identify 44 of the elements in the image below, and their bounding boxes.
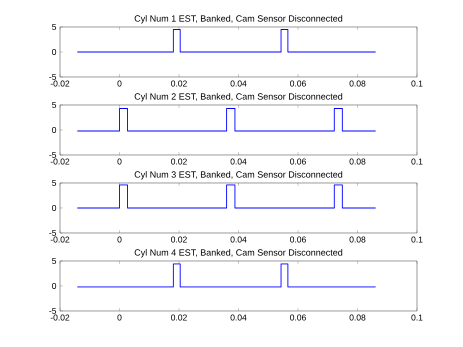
chart-title: Cyl Num 2 EST, Banked, Cam Sensor Disconnected xyxy=(134,93,342,102)
chart-title: Cyl Num 1 EST, Banked, Cam Sensor Disconnected xyxy=(134,15,342,24)
x-tick-label: 0 xyxy=(117,236,122,243)
x-tick-label: 0.08 xyxy=(350,314,366,321)
x-tick-label: -0.02 xyxy=(50,236,70,243)
y-tick-label: 0 xyxy=(52,282,56,289)
x-tick-label: 0.02 xyxy=(171,158,187,165)
y-tick-label: 0 xyxy=(52,126,56,133)
y-tick-label: 0 xyxy=(52,48,56,55)
y-tick-label: 5 xyxy=(52,102,56,108)
x-tick-label: 0 xyxy=(117,80,122,87)
x-tick-label: 0.02 xyxy=(171,80,187,87)
x-tick-label: 0.06 xyxy=(290,314,306,321)
y-tick-label: -5 xyxy=(49,230,56,236)
y-tick-label: 5 xyxy=(52,180,56,186)
y-tick-label: -5 xyxy=(49,152,56,158)
y-tick-label: -5 xyxy=(49,308,56,314)
x-tick-label: 0.08 xyxy=(350,80,366,87)
x-tick-label: 0.1 xyxy=(411,236,422,243)
x-tick-label: 0.06 xyxy=(290,236,306,243)
x-tick-label: -0.02 xyxy=(50,314,70,321)
x-tick-label: 0.1 xyxy=(411,80,422,87)
x-tick-label: 0.02 xyxy=(171,314,187,321)
x-tick-label: 0.08 xyxy=(350,158,366,165)
x-tick-label: 0.1 xyxy=(411,314,422,321)
x-tick-label: 0 xyxy=(117,158,122,165)
chart-title: Cyl Num 3 EST, Banked, Cam Sensor Disconnected xyxy=(134,171,342,180)
x-tick-label: 0.08 xyxy=(350,236,366,243)
y-tick-label: -5 xyxy=(49,74,56,80)
x-tick-label: 0.04 xyxy=(230,158,247,165)
y-tick-label: 0 xyxy=(52,204,56,211)
y-tick-label: 5 xyxy=(52,24,56,30)
x-tick-label: -0.02 xyxy=(50,80,70,87)
x-tick-label: 0.06 xyxy=(290,80,306,87)
x-tick-label: -0.02 xyxy=(50,158,70,165)
chart-title: Cyl Num 4 EST, Banked, Cam Sensor Disconnected xyxy=(134,249,342,258)
x-tick-label: 0 xyxy=(117,314,122,321)
x-tick-label: 0.04 xyxy=(230,314,247,321)
x-tick-label: 0.04 xyxy=(230,80,247,87)
x-tick-label: 0.02 xyxy=(171,236,187,243)
y-tick-label: 5 xyxy=(52,258,56,264)
x-tick-label: 0.04 xyxy=(230,236,247,243)
x-tick-label: 0.1 xyxy=(411,158,422,165)
x-tick-label: 0.06 xyxy=(290,158,306,165)
